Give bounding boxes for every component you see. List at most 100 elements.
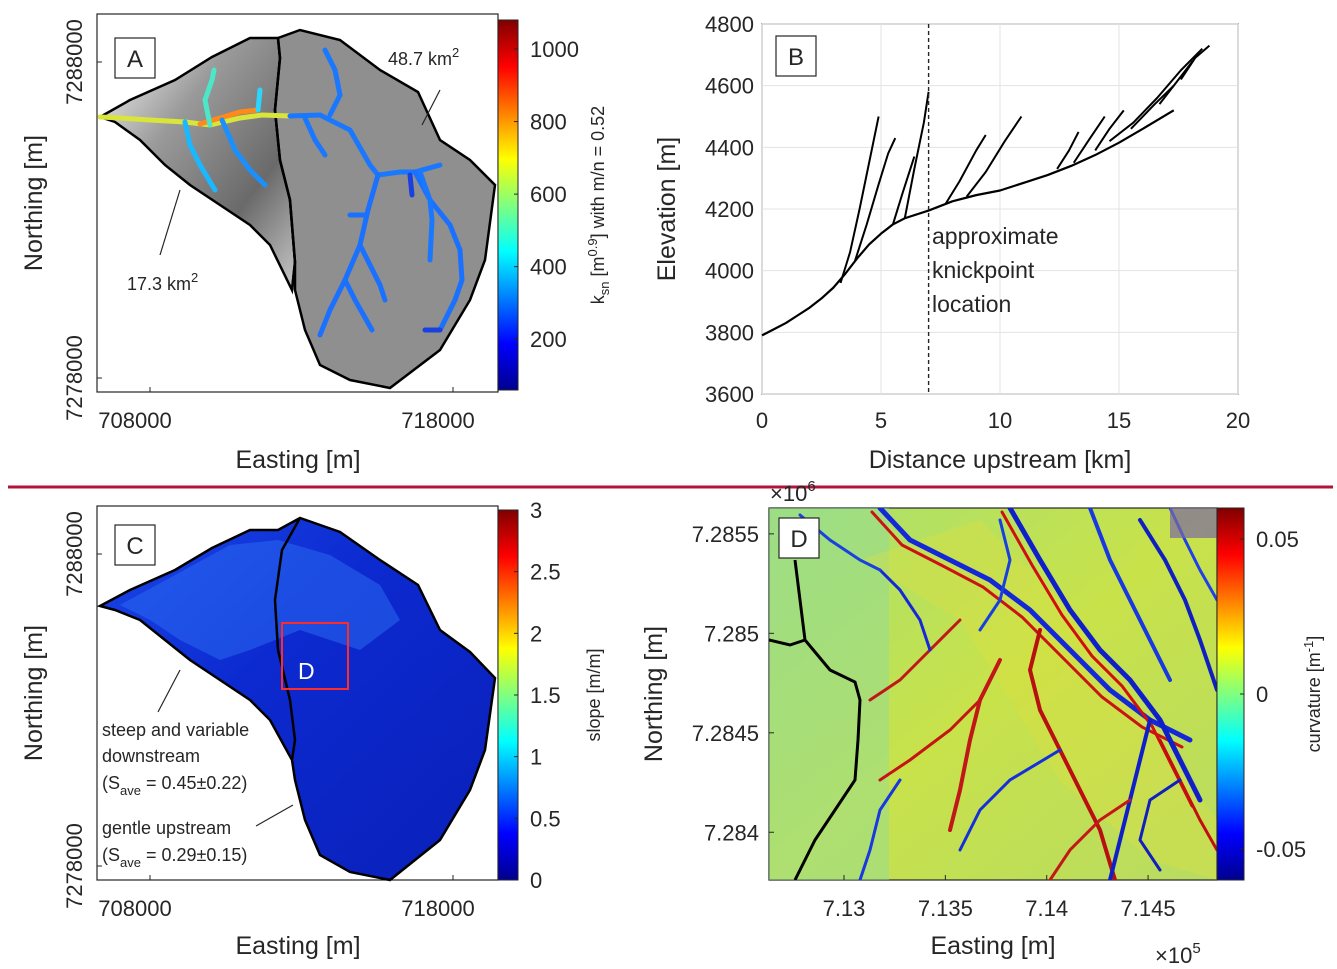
colorbar-tick-label: 0	[1256, 682, 1268, 707]
series-tributary	[1130, 84, 1175, 130]
panel-a-leader-west	[159, 189, 181, 256]
stream-trib-a3	[219, 117, 268, 188]
panel-d-valleys	[798, 508, 1217, 880]
panel-c-xlabel: Easting [m]	[235, 932, 360, 960]
valley-d3	[1088, 508, 1172, 682]
y-tick-label: 7.284	[704, 820, 759, 845]
y-tick-label: 4400	[705, 135, 754, 160]
y-tick-label: 7288000	[62, 511, 87, 597]
y-tick-label: 7.2855	[692, 522, 759, 547]
y-tick-label: 7278000	[62, 823, 87, 909]
stream-trib-a5	[322, 47, 343, 118]
panel-d-divide	[793, 559, 862, 880]
colorbar-tick-label: 2.5	[530, 560, 561, 585]
panel-c-axis-ticks: 708000 718000 7288000 7278000	[62, 511, 475, 921]
panel-c-leader-gentle	[255, 804, 294, 827]
panel-d-axis-ticks: 7.13 7.135 7.14 7.145 7.2855 7.285 7.2845 7.284	[692, 522, 1176, 921]
panel-c-steep-zone	[120, 540, 400, 660]
panel-b: approximate knickpoint location B 0 5 10 15…	[653, 12, 1250, 474]
stream-trib-a9	[342, 277, 375, 333]
valley-d2	[1007, 508, 1203, 803]
series-tributary	[965, 115, 1023, 198]
series-tributary	[903, 91, 930, 219]
panel-d-ylabel: Northing [m]	[640, 626, 668, 762]
panel-b-annotation-1: approximate	[932, 223, 1059, 249]
panel-c-inset-label: D	[298, 658, 315, 684]
panel-d-colorbar	[1216, 507, 1245, 881]
stream-trib-a2	[202, 67, 217, 128]
panel-c-colorbar-ticks: 0 0.5 1 1.5 2 2.5 3	[514, 498, 561, 893]
stream-trib-a6	[302, 115, 328, 158]
panel-c-label-box	[114, 524, 156, 566]
panel-d-x-multiplier: ×105	[1155, 940, 1201, 964]
panel-a: 48.7 km2 17.3 km2 A 708000 71800072880007…	[20, 13, 612, 474]
series-tributary	[891, 156, 916, 225]
x-tick-label: 718000	[401, 896, 474, 921]
panel-a-area-east: 48.7 km2	[388, 45, 459, 69]
colorbar-tick-label: 1000	[530, 37, 579, 62]
valley-d9	[958, 748, 1062, 852]
panel-b-label-box	[775, 35, 817, 77]
series-tributary	[1056, 131, 1080, 170]
stream-trib-a8	[357, 242, 388, 303]
valley-d16	[978, 518, 1012, 632]
y-tick-label: 4200	[705, 197, 754, 222]
x-tick-label: 718000	[401, 408, 474, 433]
panel-d-curvature-map	[769, 508, 1217, 880]
x-tick-label: 10	[988, 408, 1012, 433]
stream-trib-a12	[417, 169, 435, 263]
colorbar-tick-label: 0.05	[1256, 527, 1299, 552]
panel-c-annot-gentle-stat: (Save = 0.29±0.15)	[102, 845, 247, 870]
x-tick-label: 7.135	[918, 896, 973, 921]
panel-b-grid	[761, 23, 1239, 395]
x-tick-label: 708000	[98, 896, 171, 921]
series-tributary	[1108, 47, 1204, 142]
y-tick-label: 4800	[705, 12, 754, 37]
colorbar-tick-label: 0.5	[530, 806, 561, 831]
series-tributary	[853, 137, 897, 262]
panel-a-area-west: 17.3 km2	[127, 270, 198, 294]
panel-b-axis-ticks: 0 5 10 15 20 3600 3800 4000 4200 4400 4600 4800	[705, 12, 1250, 433]
panel-a-axis-ticks: 708000 718000 7288000 7278000	[62, 19, 475, 433]
series-tributary	[1180, 44, 1211, 81]
panel-a-streams	[97, 47, 465, 338]
y-tick-label: 3800	[705, 320, 754, 345]
y-tick-label: 7.2845	[692, 721, 759, 746]
colorbar-tick-label: 1.5	[530, 683, 561, 708]
y-tick-label: 3600	[705, 382, 754, 407]
x-tick-label: 20	[1226, 408, 1250, 433]
colorbar-tick-label: 1	[530, 745, 542, 770]
panel-a-colorbar	[497, 19, 519, 391]
x-tick-label: 15	[1107, 408, 1131, 433]
panel-d-label-box	[778, 517, 820, 559]
panel-c-ylabel: Northing [m]	[20, 625, 48, 761]
colorbar-tick-label: 3	[530, 498, 542, 523]
colorbar-tick-label: 600	[530, 182, 567, 207]
stream-trib-a11	[407, 172, 415, 198]
panel-a-leader-east	[421, 89, 441, 126]
valley-d11	[1158, 738, 1217, 852]
panel-a-label: A	[127, 46, 143, 73]
x-tick-label: 7.145	[1121, 896, 1176, 921]
colorbar-tick-label: 2	[530, 621, 542, 646]
panel-c-inset-box	[281, 622, 349, 690]
panel-a-colorbar-ticks: 200 400 600 800 1000	[514, 37, 579, 352]
stream-trib-a4	[255, 87, 263, 113]
panel-b-annotation-3: location	[932, 291, 1011, 317]
series-tributary	[839, 116, 880, 284]
y-tick-label: 4600	[705, 74, 754, 99]
colorbar-tick-label: 0	[530, 868, 542, 893]
colorbar-tick-label: 800	[530, 110, 567, 135]
panel-c-leader-steep	[157, 669, 181, 713]
panel-c: D steep and variable downstream (Save = …	[20, 498, 604, 960]
y-tick-label: 7288000	[62, 19, 87, 105]
series-tributary	[944, 134, 987, 205]
y-tick-label: 4000	[705, 259, 754, 284]
valley-d8	[878, 698, 982, 782]
panel-c-colorbar-label: slope [m/m]	[584, 648, 604, 741]
panel-b-xlabel: Distance upstream [km]	[869, 446, 1132, 474]
panel-d-colorbar-ticks: 0.05 0 -0.05	[1240, 527, 1306, 862]
valley-d13	[868, 618, 962, 702]
valley-d4	[1138, 518, 1217, 692]
